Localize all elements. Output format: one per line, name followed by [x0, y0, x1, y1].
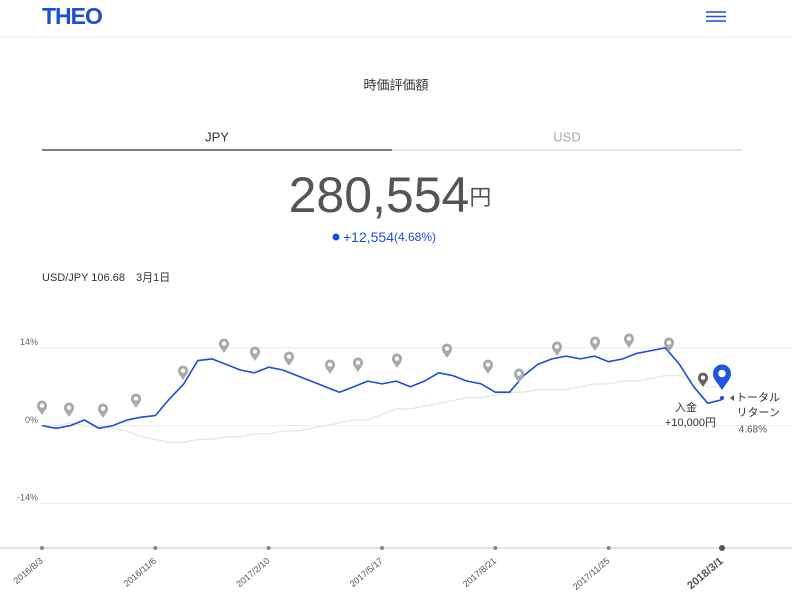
change-pct: (4.68%): [394, 230, 436, 244]
pin-hole: [66, 405, 72, 410]
x-tick-label: 2017/5/17: [348, 556, 385, 589]
pin-icon: [249, 346, 261, 361]
pin-hole: [39, 403, 45, 408]
pin-icon: [130, 393, 142, 408]
pin-hole: [180, 368, 186, 373]
pin-hole: [133, 396, 139, 401]
series-line: [42, 374, 722, 443]
pin-hole: [554, 344, 560, 349]
pin-hole: [286, 354, 292, 359]
amount: 280,554円: [289, 167, 492, 223]
pin-icon: [63, 402, 75, 417]
amount-value: 280,554: [289, 167, 470, 223]
tab-jpy[interactable]: JPY: [205, 129, 229, 144]
x-tick: [153, 546, 158, 550]
menu-button[interactable]: [706, 11, 726, 22]
pin-hole: [355, 360, 361, 365]
x-tick: [493, 546, 498, 550]
end-dot: [720, 396, 724, 400]
x-tick-label: 2017/11/25: [571, 556, 611, 592]
pin-hole: [626, 336, 632, 341]
pin-hole: [516, 371, 522, 376]
fx-note: USD/JPY 106.68 3月1日: [42, 272, 170, 284]
pin-icon: [177, 365, 189, 380]
pin-hole: [100, 406, 106, 411]
x-tick: [380, 546, 384, 550]
pin-icon: [218, 338, 230, 353]
x-tick: [606, 546, 611, 550]
pin-hole: [444, 346, 450, 351]
pin-hole: [394, 356, 400, 361]
x-tick-label: 2017/2/10: [234, 556, 271, 589]
change-value: +12,554: [343, 229, 394, 245]
pin-icon: [713, 364, 731, 390]
y-tick-label: -14%: [17, 493, 38, 503]
pin-icon: [697, 372, 709, 387]
pin-icon: [324, 359, 336, 374]
pin-hole: [485, 362, 491, 367]
x-tick-label: 2018/3/1: [685, 555, 726, 592]
pin-icon: [589, 336, 601, 351]
pin-hole: [221, 341, 227, 346]
x-tick: [40, 546, 44, 550]
page-title: 時価評価額: [363, 77, 428, 92]
x-tick: [266, 546, 271, 550]
logo[interactable]: THEO: [42, 3, 103, 29]
pin-hole: [718, 369, 726, 378]
pin-icon: [352, 357, 364, 372]
y-tick-label: 0%: [25, 415, 38, 425]
pin-icon: [391, 353, 403, 368]
pin-icon: [441, 343, 453, 358]
pin-hole: [252, 349, 258, 354]
x-tick-label: 2017/8/21: [461, 556, 498, 589]
pin-hole: [592, 339, 598, 344]
pin-icon: [623, 333, 635, 348]
y-tick-label: 14%: [20, 337, 38, 347]
series-line: [41, 347, 723, 430]
change: +12,554(4.68%): [343, 229, 436, 245]
pin-icon: [551, 341, 563, 356]
tab-usd[interactable]: USD: [553, 129, 580, 144]
x-tick-label: 2016/11/6: [122, 556, 159, 589]
annotation: 入金: [675, 400, 697, 414]
pin-icon: [97, 403, 109, 418]
pin-hole: [327, 362, 333, 367]
pin-icon: [513, 368, 525, 383]
chart: 14% 0% -14% 2016/8/3 2016/11/6 2017/2/10 2017/…: [0, 333, 792, 592]
pin-hole: [700, 375, 706, 380]
pin-icon: [36, 400, 48, 415]
amount-unit: 円: [469, 185, 491, 210]
x-tick: [719, 545, 725, 551]
annotation: +10,000円: [665, 417, 716, 429]
pin-icon: [482, 359, 494, 374]
annotation-arrow: [730, 395, 734, 401]
pin-icon: [283, 351, 295, 366]
change-dot: [332, 233, 340, 241]
x-tick-label: 2016/8/3: [12, 556, 45, 586]
pin-hole: [666, 340, 672, 345]
annotation: トータル: [736, 391, 780, 404]
pin-icon: [663, 337, 675, 352]
annotation: リターン: [737, 406, 780, 419]
annotation: 4.68%: [739, 425, 767, 436]
